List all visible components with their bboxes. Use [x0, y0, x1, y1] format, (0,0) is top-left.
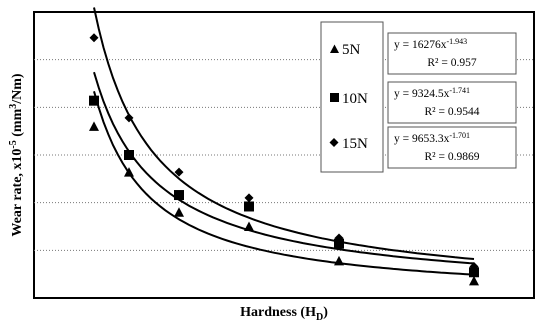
equation-10n: y = 9324.5x-1.741: [394, 86, 470, 100]
legend: 5N 10N 15N: [320, 21, 384, 173]
equation-box-10n: y = 9324.5x-1.741 R² = 0.9544: [387, 81, 517, 124]
marker-10n: [89, 95, 99, 106]
legend-marker-5n: [330, 44, 339, 53]
marker-5n: [334, 255, 344, 266]
legend-label-15n: 15N: [342, 136, 368, 152]
marker-10n: [469, 267, 479, 278]
equation-box-5n: y = 16276x-1.943 R² = 0.957: [387, 32, 517, 75]
x-axis-label: Hardness (HD): [240, 305, 328, 320]
y-axis-label: Wear rate, x10-5 (mm3/Nm): [8, 73, 25, 237]
marker-10n: [244, 201, 254, 212]
marker-15n: [174, 167, 184, 177]
trend-curve-5n: [93, 91, 475, 276]
trend-curve-10n: [93, 71, 475, 265]
r2-15n: R² = 0.9869: [425, 151, 480, 163]
marker-5n: [89, 121, 99, 131]
trend-curve-15n: [93, 7, 475, 260]
marker-5n: [469, 275, 479, 286]
marker-15n: [244, 193, 254, 203]
legend-marker-10n: [330, 93, 339, 102]
equation-box-15n: y = 9653.3x-1.701 R² = 0.9869: [387, 126, 517, 169]
marker-10n: [174, 190, 184, 201]
marker-5n: [244, 221, 254, 231]
marker-15n: [89, 33, 99, 43]
data-markers: [89, 33, 479, 286]
marker-15n: [334, 233, 344, 243]
trend-curves: [93, 7, 475, 276]
marker-10n: [334, 238, 344, 249]
marker-15n: [469, 262, 479, 272]
legend-label-5n: 5N: [342, 42, 361, 58]
marker-15n: [124, 113, 134, 123]
marker-5n: [174, 207, 184, 217]
equation-15n: y = 9653.3x-1.701: [394, 131, 470, 145]
legend-marker-15n: [329, 138, 339, 147]
marker-10n: [124, 150, 134, 160]
equation-5n: y = 16276x-1.943: [394, 37, 467, 51]
r2-10n: R² = 0.9544: [425, 106, 480, 118]
gridlines: [34, 59, 534, 251]
legend-label-10n: 10N: [342, 91, 368, 107]
r2-5n: R² = 0.957: [427, 57, 476, 69]
marker-5n: [124, 167, 134, 177]
